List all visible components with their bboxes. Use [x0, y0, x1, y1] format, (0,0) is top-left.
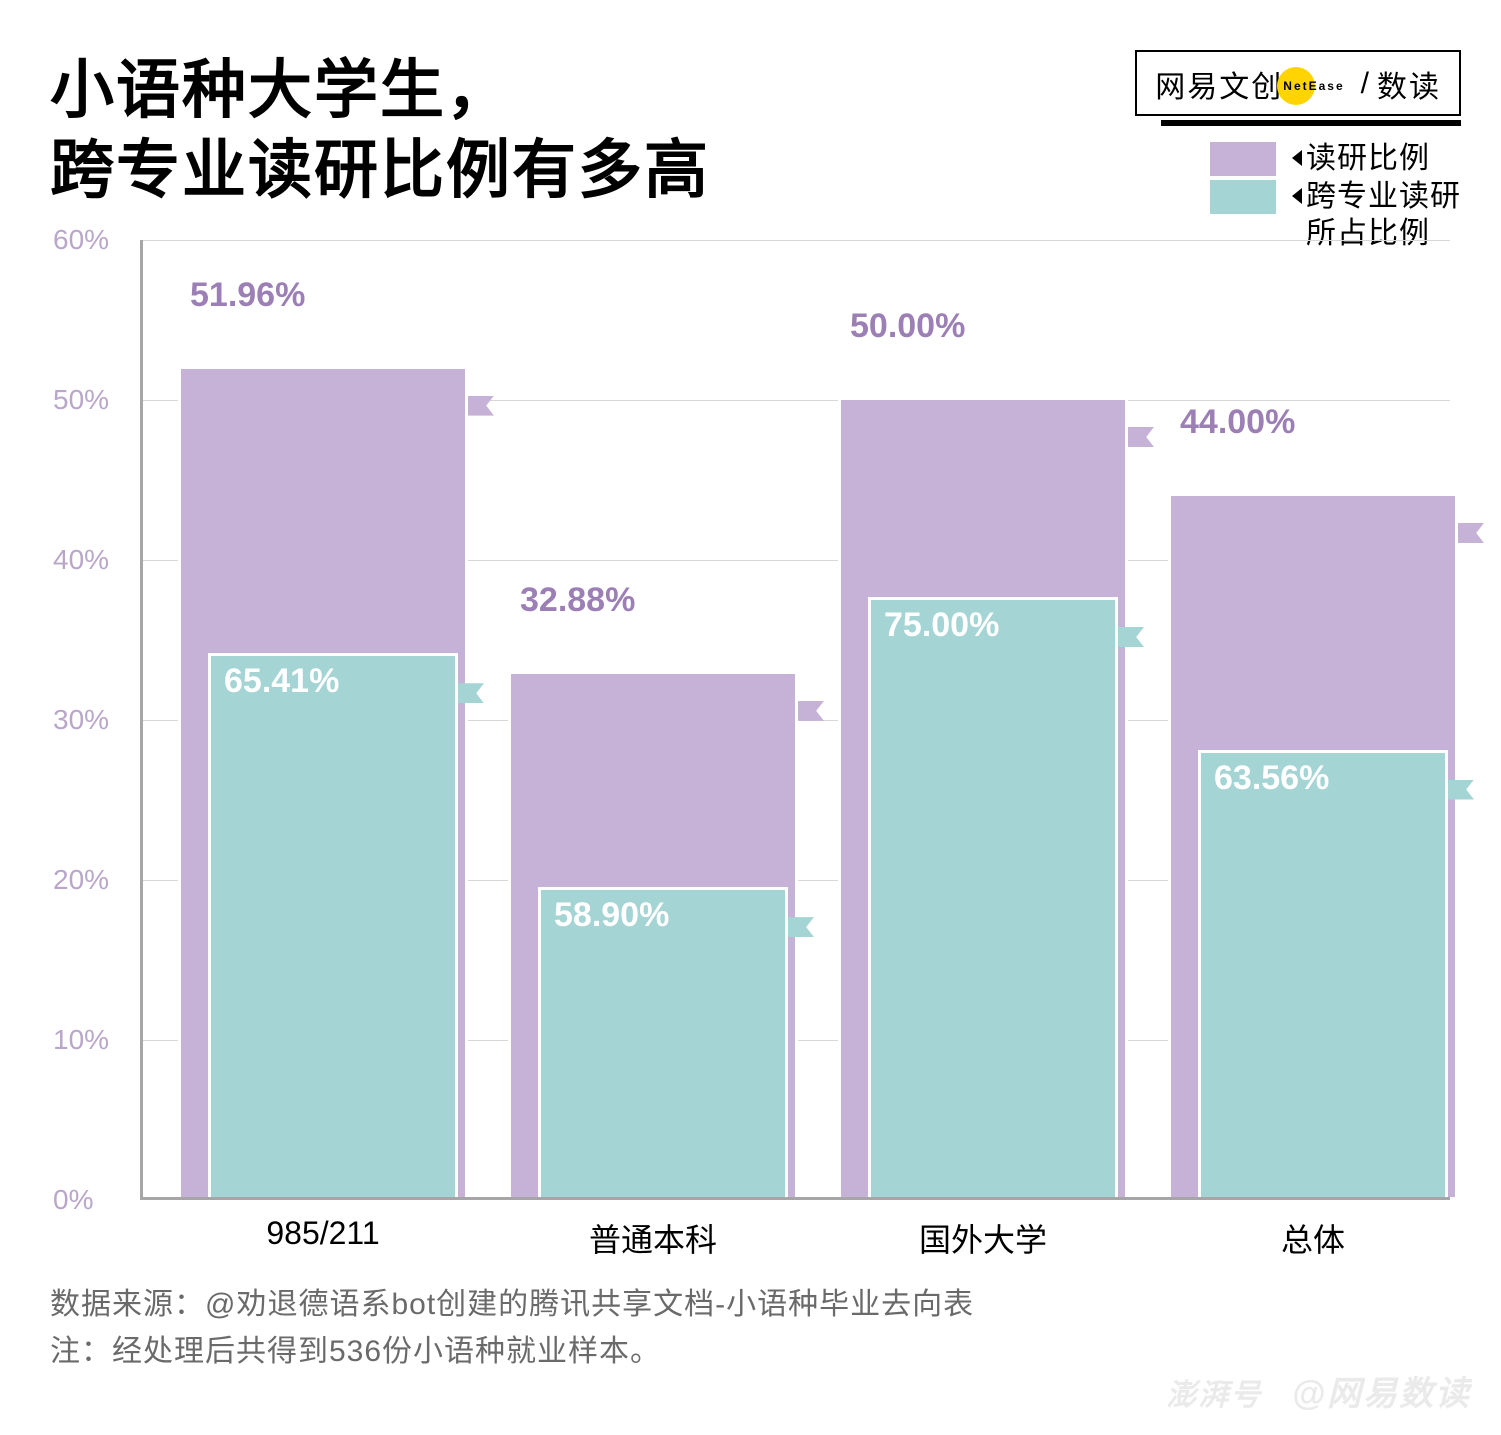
brand-underline: [1161, 120, 1461, 126]
bar-value-label: 58.90%: [538, 888, 669, 935]
brand-badge: 网易文创 NetEase / 数读: [1135, 50, 1461, 116]
flag-icon: [788, 917, 814, 937]
flag-icon: [1128, 427, 1154, 447]
legend-swatch-purple: [1208, 140, 1278, 178]
title-line-1: 小语种大学生，: [50, 54, 512, 126]
legend-pointer-icon: [1292, 150, 1302, 166]
bar-value-label: 50.00%: [850, 307, 965, 352]
bar-value-label: 75.00%: [868, 598, 999, 645]
watermark: 澎湃号 @网易数读: [1166, 1366, 1471, 1415]
flag-icon: [798, 701, 824, 721]
footnote-line-1: 数据来源：@劝退德语系bot创建的腾讯共享文档-小语种毕业去向表: [50, 1288, 974, 1321]
brand-slash: /: [1361, 67, 1371, 101]
flag-icon: [1448, 780, 1474, 800]
legend-swatch-teal: [1208, 178, 1278, 216]
flag-icon: [458, 683, 484, 703]
legend-label-2a: 跨专业读研: [1306, 180, 1461, 213]
flag-icon: [468, 396, 494, 416]
flag-icon: [1458, 523, 1484, 543]
y-axis-label: 20%: [53, 864, 133, 896]
y-axis-label: 0%: [53, 1184, 133, 1216]
x-axis-label: 普通本科: [589, 1215, 717, 1261]
plot-area: 0%10%20%30%40%50%60%51.96%65.41%985/2113…: [140, 240, 1450, 1200]
y-axis-label: 10%: [53, 1024, 133, 1056]
grid-line: [143, 240, 1450, 241]
title-line-2: 跨专业读研比例有多高: [50, 134, 710, 206]
footnote-line-2: 注：经处理后共得到536份小语种就业样本。: [50, 1335, 661, 1368]
bar-value-label: 63.56%: [1198, 751, 1329, 798]
y-axis-label: 60%: [53, 224, 133, 256]
bar-teal: [1198, 750, 1448, 1197]
bar-teal: [208, 653, 458, 1197]
x-axis-label: 国外大学: [919, 1215, 1047, 1261]
x-axis-label: 985/211: [266, 1215, 379, 1252]
y-axis-label: 50%: [53, 384, 133, 416]
watermark-1: 澎湃号: [1166, 1379, 1262, 1412]
y-axis-label: 40%: [53, 544, 133, 576]
legend-labels: 读研比例 跨专业读研 所占比例: [1292, 140, 1461, 253]
legend-swatches: [1208, 140, 1278, 216]
chart-title: 小语种大学生， 跨专业读研比例有多高: [50, 50, 710, 210]
bar-value-label: 44.00%: [1180, 403, 1295, 448]
bar-value-label: 51.96%: [190, 276, 305, 321]
flag-icon: [1118, 627, 1144, 647]
bar-teal: [868, 597, 1118, 1197]
brand-netease: NetEase: [1283, 79, 1344, 93]
bar-chart: 0%10%20%30%40%50%60%51.96%65.41%985/2113…: [50, 240, 1450, 1250]
bar-value-label: 65.41%: [208, 654, 339, 701]
brand-right: 数读: [1377, 62, 1441, 106]
bar-value-label: 32.88%: [520, 581, 635, 626]
x-axis-label: 总体: [1281, 1215, 1345, 1261]
footnote: 数据来源：@劝退德语系bot创建的腾讯共享文档-小语种毕业去向表 注：经处理后共…: [50, 1282, 974, 1375]
legend-pointer-icon: [1292, 188, 1302, 204]
legend: 读研比例 跨专业读研 所占比例: [1208, 140, 1461, 253]
brand-left: 网易文创: [1155, 62, 1283, 106]
y-axis-label: 30%: [53, 704, 133, 736]
legend-label-1: 读研比例: [1306, 140, 1430, 178]
watermark-2: @网易数读: [1292, 1375, 1471, 1413]
